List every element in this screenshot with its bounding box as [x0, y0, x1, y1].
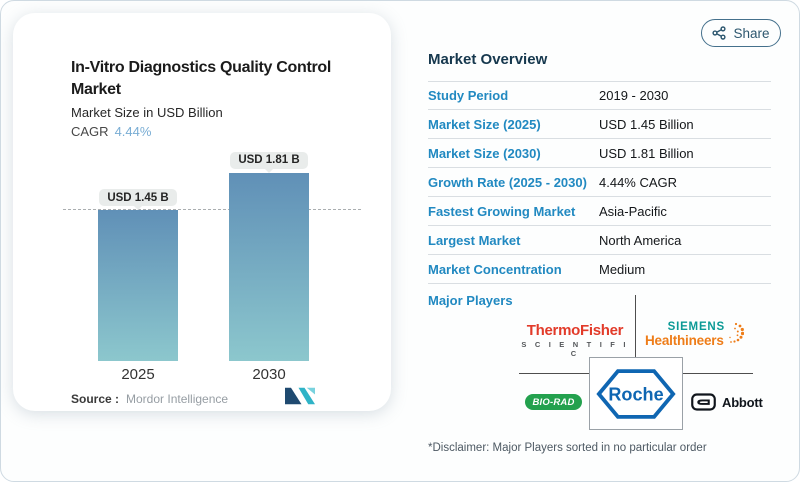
roche-logo-box: Roche: [589, 357, 683, 430]
roche-wordmark: Roche: [608, 384, 663, 404]
thermo-scientific-wordmark: S C I E N T I F I C: [521, 340, 629, 358]
bar-2030: [229, 172, 309, 361]
row-label: Market Concentration: [428, 261, 562, 277]
source-value: Mordor Intelligence: [126, 392, 229, 406]
cagr-value: 4.44%: [114, 124, 152, 139]
abbott-logo: Abbott: [691, 393, 763, 411]
share-button[interactable]: Share: [701, 19, 781, 47]
major-players-label: Major Players: [428, 293, 513, 308]
chart-title: In-Vitro Diagnostics Quality Control Mar…: [71, 59, 332, 98]
table-row: Market Size (2030) USD 1.81 Billion: [428, 139, 771, 168]
abbott-wordmark: Abbott: [722, 394, 763, 410]
row-value: 4.44% CAGR: [599, 174, 678, 190]
x-axis-label-2030: 2030: [252, 366, 286, 383]
source-label: Source :: [71, 392, 120, 406]
source-line: Source : Mordor Intelligence: [71, 392, 228, 406]
thermo-fisher-wordmark: ThermoFisher: [526, 322, 624, 339]
players-divider-vertical: [635, 295, 636, 358]
healthineers-wordmark: Healthineers: [645, 333, 724, 348]
row-value: Medium: [599, 261, 646, 277]
chart-subtitle: Market Size in USD Billion: [71, 105, 223, 120]
x-axis-label-2025: 2025: [121, 366, 155, 383]
chart-card: In-Vitro Diagnostics Quality Control Mar…: [13, 13, 391, 411]
table-row: Largest Market North America: [428, 226, 771, 255]
row-label: Largest Market: [428, 232, 521, 248]
table-row: Market Size (2025) USD 1.45 Billion: [428, 110, 771, 139]
row-value: USD 1.45 Billion: [599, 116, 694, 132]
share-button-label: Share: [733, 25, 770, 41]
bio-rad-logo: BIO-RAD: [525, 394, 582, 410]
healthineers-dots-icon: [729, 322, 744, 343]
table-row: Study Period 2019 - 2030: [428, 81, 771, 110]
siemens-healthineers-logo: SIEMENS Healthineers: [645, 321, 744, 348]
row-value: 2019 - 2030: [599, 88, 669, 103]
cagr-line: CAGR 4.44%: [71, 124, 151, 139]
row-label: Study Period: [428, 88, 509, 103]
table-row: Growth Rate (2025 - 2030) 4.44% CAGR: [428, 168, 771, 197]
thermo-fisher-logo: ThermoFisher S C I E N T I F I C: [520, 322, 630, 358]
table-row: Market Concentration Medium: [428, 255, 771, 284]
bio-rad-wordmark: BIO-RAD: [532, 396, 575, 408]
overview-heading: Market Overview: [428, 51, 548, 68]
row-value: USD 1.81 Billion: [599, 145, 694, 161]
bar-2025: [98, 210, 178, 361]
table-row: Fastest Growing Market Asia-Pacific: [428, 197, 771, 226]
mordor-intelligence-logo: [285, 387, 315, 405]
row-value: North America: [599, 232, 682, 248]
row-label: Growth Rate (2025 - 2030): [428, 174, 587, 190]
reference-dashed-line: [63, 209, 361, 211]
roche-hexagon-logo: Roche: [596, 368, 676, 419]
row-value: Asia-Pacific: [599, 203, 667, 219]
overview-table: Study Period 2019 - 2030 Market Size (20…: [428, 81, 771, 284]
row-label: Market Size (2025): [428, 116, 541, 132]
bar-value-label-2025: USD 1.45 B: [99, 189, 177, 211]
share-icon: [712, 26, 727, 40]
abbott-a-icon: [691, 393, 716, 411]
players-disclaimer: *Disclaimer: Major Players sorted in no …: [428, 442, 707, 454]
cagr-label: CAGR: [71, 124, 109, 139]
siemens-wordmark: SIEMENS: [667, 321, 725, 333]
row-label: Market Size (2030): [428, 145, 541, 161]
bar-value-label-2030: USD 1.81 B: [230, 151, 308, 173]
row-label: Fastest Growing Market: [428, 203, 576, 219]
